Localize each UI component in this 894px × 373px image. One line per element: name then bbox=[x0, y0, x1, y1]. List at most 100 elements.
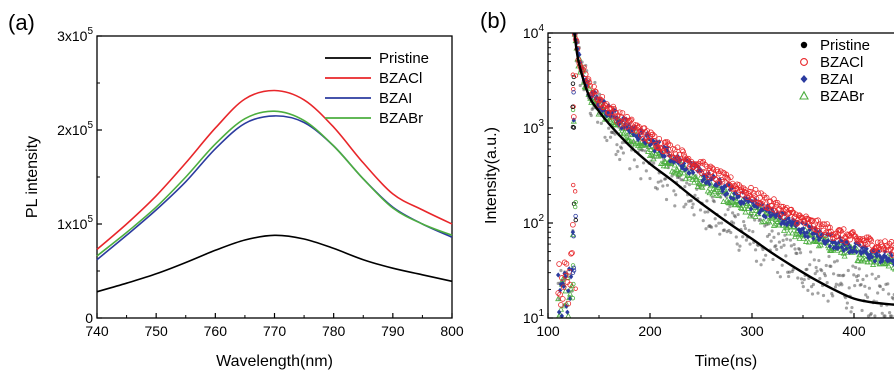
data-point bbox=[613, 132, 617, 136]
data-point bbox=[689, 199, 693, 203]
data-point bbox=[886, 282, 890, 286]
data-point bbox=[885, 262, 892, 269]
rise-point bbox=[573, 286, 578, 291]
data-point bbox=[720, 188, 725, 194]
data-point bbox=[566, 288, 571, 294]
data-point bbox=[660, 148, 667, 155]
x-tick-label: 770 bbox=[263, 323, 287, 339]
data-point bbox=[847, 286, 851, 290]
data-point bbox=[641, 125, 648, 131]
data-point bbox=[889, 252, 894, 259]
y-tick-label: 102 bbox=[523, 213, 545, 231]
data-point bbox=[610, 109, 615, 115]
data-point bbox=[764, 253, 768, 257]
data-point bbox=[810, 292, 815, 296]
data-point bbox=[587, 83, 594, 89]
data-point bbox=[811, 282, 816, 287]
data-point bbox=[570, 229, 576, 235]
data-point bbox=[717, 176, 722, 182]
data-point bbox=[651, 133, 658, 139]
data-point bbox=[722, 183, 727, 189]
data-point bbox=[865, 274, 869, 278]
data-point bbox=[649, 131, 656, 138]
rise-point bbox=[573, 199, 578, 205]
data-point bbox=[829, 264, 833, 269]
data-point bbox=[870, 272, 874, 276]
data-point bbox=[772, 235, 776, 239]
data-point bbox=[555, 295, 562, 302]
data-point bbox=[567, 281, 573, 288]
data-point bbox=[823, 274, 827, 278]
data-point bbox=[806, 223, 813, 229]
data-point bbox=[815, 269, 819, 273]
data-point bbox=[803, 221, 809, 227]
data-point bbox=[854, 249, 859, 255]
data-point bbox=[596, 120, 600, 124]
data-point bbox=[876, 247, 883, 253]
data-point bbox=[760, 198, 766, 204]
data-point bbox=[767, 232, 771, 237]
data-point bbox=[714, 182, 720, 189]
data-point bbox=[695, 180, 702, 186]
y-axis-label: Intensity(a.u.) bbox=[483, 127, 500, 224]
data-point bbox=[706, 189, 713, 196]
data-point bbox=[738, 205, 745, 211]
data-point bbox=[582, 71, 589, 78]
data-point bbox=[817, 228, 823, 234]
data-point bbox=[828, 228, 834, 235]
data-point bbox=[865, 295, 870, 299]
data-point bbox=[557, 291, 563, 298]
data-point bbox=[737, 204, 744, 211]
data-point bbox=[782, 243, 786, 247]
data-point bbox=[635, 137, 641, 143]
data-point bbox=[844, 246, 849, 252]
data-point bbox=[774, 199, 781, 206]
y-tick-label: 0 bbox=[85, 310, 93, 326]
panel-a-label: (a) bbox=[8, 10, 35, 35]
rise-point bbox=[570, 104, 575, 110]
data-point bbox=[672, 169, 679, 176]
data-point bbox=[747, 188, 753, 195]
data-point bbox=[621, 128, 628, 135]
rise-point bbox=[570, 270, 576, 275]
panel-b-plot-area bbox=[555, 33, 894, 318]
data-point bbox=[876, 274, 881, 279]
x-tick-label: 800 bbox=[440, 323, 464, 339]
data-point bbox=[599, 93, 606, 100]
data-point bbox=[701, 219, 705, 223]
data-point bbox=[835, 245, 841, 251]
data-point bbox=[635, 125, 641, 131]
rise-point bbox=[571, 281, 576, 287]
data-point bbox=[741, 200, 746, 206]
data-point bbox=[812, 258, 816, 262]
data-point bbox=[882, 260, 889, 267]
data-point bbox=[887, 292, 891, 296]
data-point bbox=[632, 140, 639, 147]
data-point bbox=[723, 171, 729, 178]
data-point bbox=[856, 273, 860, 278]
data-point bbox=[847, 249, 852, 256]
data-point bbox=[577, 52, 582, 58]
data-point bbox=[737, 248, 741, 252]
data-point bbox=[817, 241, 824, 248]
data-point bbox=[880, 311, 884, 315]
data-point bbox=[832, 238, 837, 245]
data-point bbox=[714, 224, 718, 228]
data-point bbox=[784, 211, 791, 217]
data-point bbox=[690, 205, 694, 210]
rise-point bbox=[571, 265, 576, 271]
data-point bbox=[655, 187, 659, 191]
data-point bbox=[570, 221, 576, 228]
data-point bbox=[757, 209, 763, 215]
data-point bbox=[824, 239, 829, 245]
data-point bbox=[798, 251, 803, 255]
data-point bbox=[842, 273, 846, 277]
rise-point bbox=[570, 124, 576, 130]
data-point bbox=[696, 180, 703, 187]
data-point bbox=[690, 179, 698, 185]
data-point bbox=[733, 215, 737, 219]
data-point bbox=[761, 247, 765, 252]
series-line-bzabr bbox=[96, 110, 453, 257]
data-point bbox=[735, 242, 739, 246]
data-point bbox=[705, 174, 712, 181]
